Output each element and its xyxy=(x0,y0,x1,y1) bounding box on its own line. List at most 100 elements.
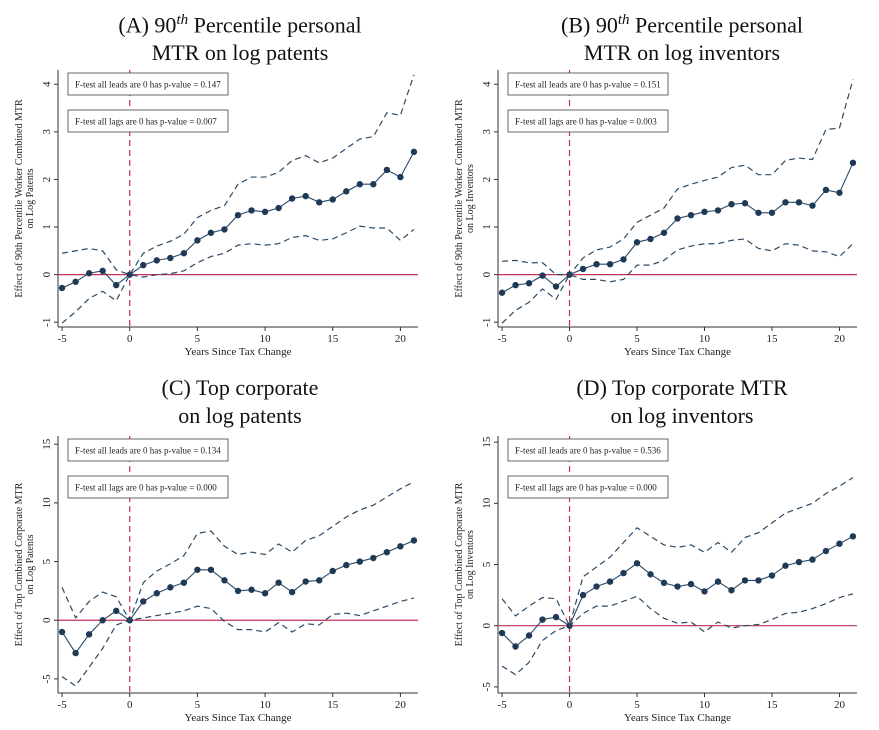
x-tick-label: 0 xyxy=(127,699,133,711)
y-axis-label: on Log Patents xyxy=(25,168,36,228)
x-axis-label: Years Since Tax Change xyxy=(185,712,292,724)
y-axis-label: Effect of 90th Percentile Worker Combine… xyxy=(454,99,465,298)
estimate-point xyxy=(261,208,269,216)
estimate-point xyxy=(167,254,174,262)
estimate-point xyxy=(343,561,350,569)
estimate-point xyxy=(512,281,519,289)
estimate-point xyxy=(674,215,681,222)
lower-ci-line xyxy=(61,225,415,324)
estimate-point xyxy=(728,587,735,594)
ftest-text: F-test all lags are 0 has p-value = 0.00… xyxy=(515,483,657,493)
upper-ci-line xyxy=(501,477,854,628)
estimate-point xyxy=(207,566,215,573)
estimate-point xyxy=(755,577,762,584)
y-tick-label: 0 xyxy=(481,622,493,628)
lower-ci-line xyxy=(61,597,415,687)
estimate-point xyxy=(633,239,641,246)
estimate-point xyxy=(714,578,722,585)
estimate-point xyxy=(85,631,93,638)
y-tick-label: 15 xyxy=(481,436,493,448)
estimate-point xyxy=(687,580,695,588)
x-tick-label: 5 xyxy=(195,699,201,711)
x-tick-label: 5 xyxy=(634,699,640,711)
ftest-box xyxy=(507,438,669,462)
y-tick-label: 0 xyxy=(481,271,493,277)
x-axis-label: Years Since Tax Change xyxy=(624,346,731,358)
y-tick-label: 0 xyxy=(41,617,53,623)
estimate-point xyxy=(782,562,789,569)
estimate-line xyxy=(501,535,854,648)
panel-d-title: (D) Top corporate MTR on log inventors xyxy=(576,375,788,428)
y-tick-label: 5 xyxy=(481,561,493,567)
estimate-point xyxy=(410,537,418,544)
y-tick-label: 1 xyxy=(481,224,493,230)
upper-ci-line xyxy=(61,74,415,276)
estimate-point xyxy=(112,607,120,615)
estimate-point xyxy=(539,272,546,279)
estimate-point xyxy=(112,281,120,289)
y-axis-label: Effect of 90th Percentile Worker Combine… xyxy=(14,99,25,298)
estimate-point xyxy=(687,211,695,219)
y-axis-label: on Log Inventors xyxy=(465,530,476,599)
y-axis-label: Effect of Top Combined Corporate MTR xyxy=(14,482,25,646)
y-tick-label: 3 xyxy=(41,129,53,135)
y-tick-label: 10 xyxy=(481,497,493,509)
ftest-box xyxy=(67,72,229,96)
x-tick-label: 15 xyxy=(766,699,778,711)
x-tick-label: -5 xyxy=(57,333,67,345)
ftest-box xyxy=(507,72,669,96)
estimate-point xyxy=(140,598,147,605)
estimate-point xyxy=(593,583,600,590)
estimate-point xyxy=(782,199,789,206)
estimate-point xyxy=(140,261,147,269)
y-tick-label: -5 xyxy=(41,674,53,684)
estimate-point xyxy=(221,577,228,584)
estimate-point xyxy=(288,195,296,202)
x-tick-label: 15 xyxy=(327,333,339,345)
estimate-point xyxy=(370,554,377,562)
estimate-point xyxy=(512,643,519,650)
estimate-point xyxy=(58,628,66,636)
estimate-point xyxy=(741,577,749,584)
estimate-point xyxy=(207,229,215,236)
ftest-text: F-test all lags are 0 has p-value = 0.00… xyxy=(75,117,217,127)
y-axis-label: on Log Inventors xyxy=(465,164,476,233)
estimate-point xyxy=(836,540,843,547)
estimate-point xyxy=(795,558,803,566)
lower-ci-line xyxy=(501,593,854,676)
estimate-point xyxy=(795,199,803,206)
y-tick-label: 4 xyxy=(481,81,493,87)
estimate-point xyxy=(329,196,336,203)
x-tick-label: 0 xyxy=(567,333,573,345)
estimate-point xyxy=(58,284,66,292)
estimate-point xyxy=(552,613,560,621)
x-tick-label: 20 xyxy=(834,699,846,711)
estimate-point xyxy=(180,579,188,586)
estimate-point xyxy=(248,586,255,593)
x-tick-label: 10 xyxy=(260,333,272,345)
ftest-box xyxy=(67,109,229,133)
estimate-point xyxy=(606,260,614,268)
estimate-point xyxy=(316,199,323,206)
estimate-point xyxy=(72,649,79,657)
ftest-box xyxy=(507,475,669,499)
chart-panel-b: -5 0 5 10 15 20 -1 0 1 2 3 4 Years Since Tax Change E… xyxy=(454,70,857,358)
ftest-text: F-test all leads are 0 has p-value = 0.1… xyxy=(75,80,221,90)
estimate-point xyxy=(234,211,242,219)
estimate-point xyxy=(593,260,600,268)
estimate-point xyxy=(302,192,309,200)
upper-ci-line xyxy=(61,481,415,622)
chart-panel-a: -5 0 5 10 15 20 -1 0 1 2 3 4 Years Since Tax Change E… xyxy=(14,70,418,358)
ftest-box xyxy=(67,438,229,462)
x-tick-label: 20 xyxy=(395,699,407,711)
estimate-point xyxy=(275,204,282,212)
x-tick-label: 20 xyxy=(834,333,846,345)
estimate-point xyxy=(741,200,749,207)
ftest-box xyxy=(67,475,229,499)
estimate-point xyxy=(302,578,309,585)
upper-ci-line xyxy=(502,79,854,276)
estimate-point xyxy=(822,186,830,194)
x-tick-label: -5 xyxy=(57,699,67,711)
y-tick-label: 15 xyxy=(41,438,53,450)
y-tick-label: 3 xyxy=(481,129,493,135)
